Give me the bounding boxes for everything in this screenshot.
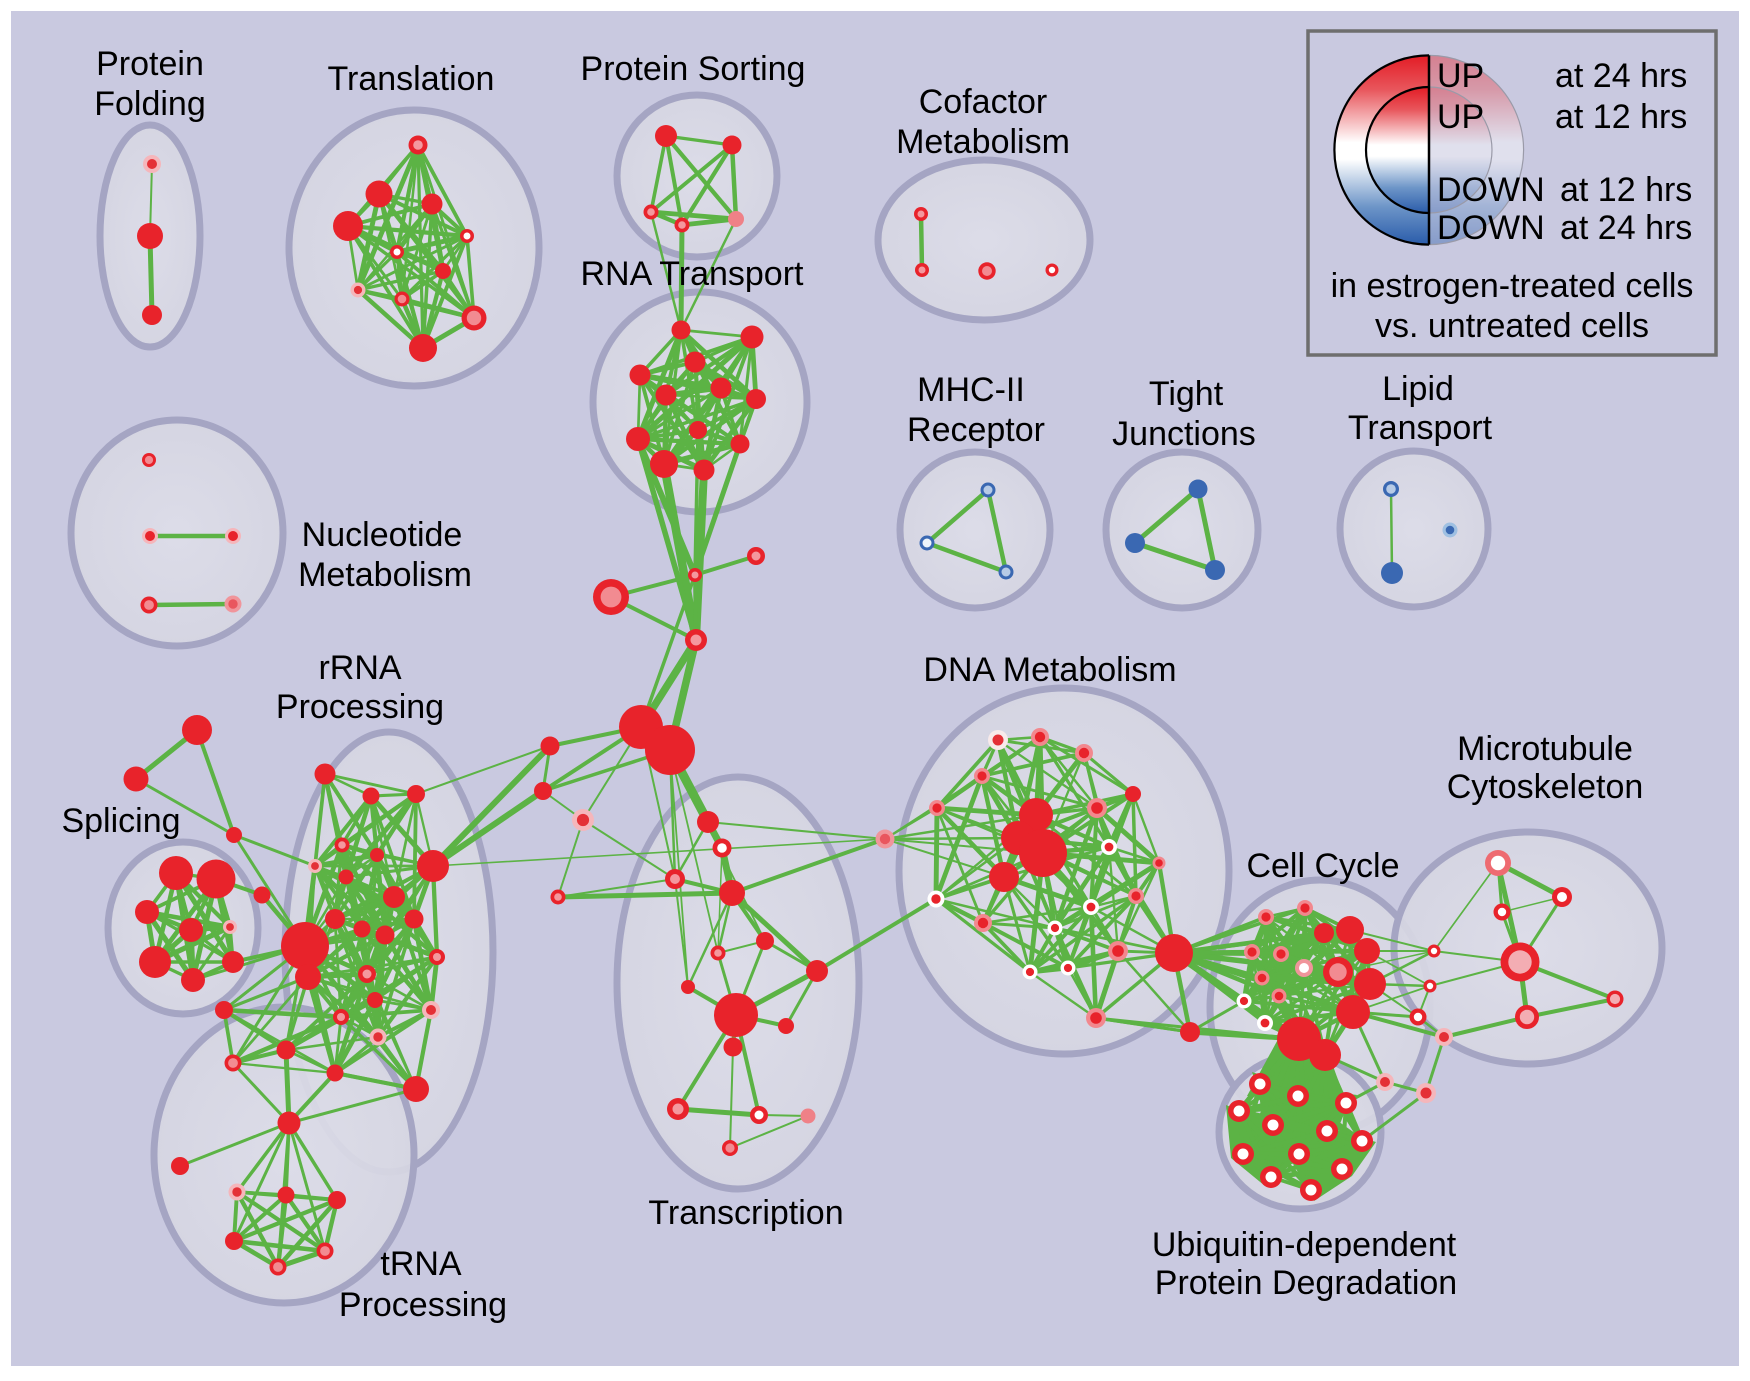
svg-text:Transcription: Transcription	[648, 1194, 843, 1232]
svg-text:Cell Cycle: Cell Cycle	[1246, 847, 1399, 885]
svg-text:Cytoskeleton: Cytoskeleton	[1447, 768, 1644, 806]
svg-text:Nucleotide: Nucleotide	[302, 516, 463, 554]
svg-text:Metabolism: Metabolism	[896, 123, 1070, 161]
svg-text:UP: UP	[1437, 98, 1484, 136]
svg-text:at 12 hrs: at 12 hrs	[1555, 98, 1687, 136]
svg-text:at 12 hrs: at 12 hrs	[1560, 171, 1692, 209]
svg-text:DOWN: DOWN	[1437, 171, 1545, 209]
svg-text:rRNA: rRNA	[318, 649, 401, 687]
svg-text:DOWN: DOWN	[1437, 209, 1545, 247]
svg-text:Metabolism: Metabolism	[298, 556, 472, 594]
svg-text:Cofactor: Cofactor	[919, 83, 1048, 121]
svg-text:Microtubule: Microtubule	[1457, 730, 1633, 768]
svg-text:Processing: Processing	[276, 688, 444, 726]
svg-text:RNA Transport: RNA Transport	[581, 255, 805, 293]
svg-text:Protein Degradation: Protein Degradation	[1155, 1264, 1457, 1302]
svg-text:Protein Sorting: Protein Sorting	[581, 50, 806, 88]
svg-text:Transport: Transport	[1348, 409, 1493, 447]
svg-text:Tight: Tight	[1149, 375, 1224, 413]
svg-text:Translation: Translation	[328, 60, 495, 98]
svg-text:Junctions: Junctions	[1112, 415, 1256, 453]
svg-text:Processing: Processing	[339, 1286, 507, 1324]
svg-text:Lipid: Lipid	[1382, 370, 1454, 408]
svg-text:MHC-II: MHC-II	[917, 371, 1025, 409]
svg-text:in estrogen-treated cells: in estrogen-treated cells	[1331, 267, 1694, 305]
svg-text:vs. untreated cells: vs. untreated cells	[1375, 307, 1649, 345]
svg-text:Splicing: Splicing	[61, 802, 180, 840]
svg-text:Protein: Protein	[96, 45, 204, 83]
svg-text:UP: UP	[1437, 57, 1484, 95]
svg-text:tRNA: tRNA	[380, 1245, 462, 1283]
svg-text:at 24 hrs: at 24 hrs	[1555, 57, 1687, 95]
svg-text:at 24 hrs: at 24 hrs	[1560, 209, 1692, 247]
svg-text:Folding: Folding	[94, 85, 206, 123]
svg-text:DNA Metabolism: DNA Metabolism	[923, 651, 1176, 689]
svg-text:Receptor: Receptor	[907, 411, 1045, 449]
svg-text:Ubiquitin-dependent: Ubiquitin-dependent	[1152, 1226, 1457, 1264]
